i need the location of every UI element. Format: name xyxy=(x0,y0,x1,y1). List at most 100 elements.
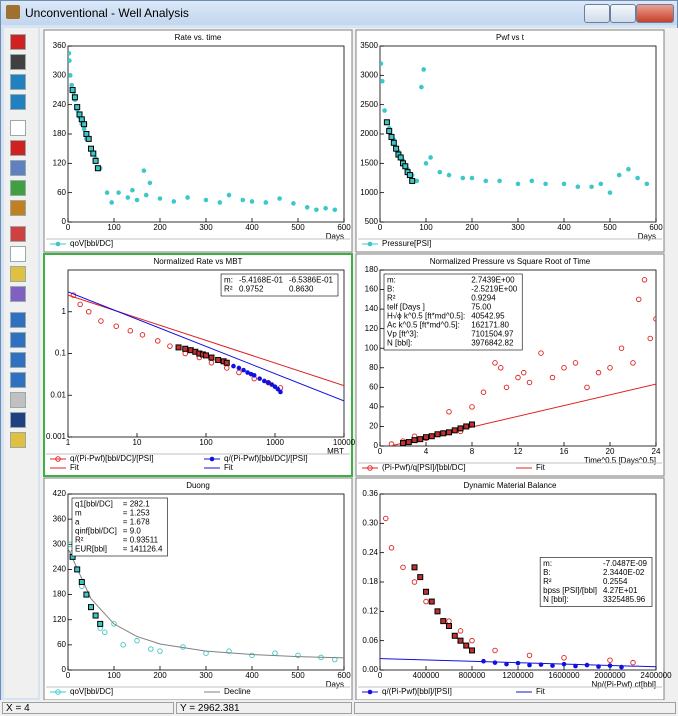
data-point xyxy=(616,172,622,178)
stats-text: N [bbl]: xyxy=(387,339,412,348)
data-point xyxy=(86,309,92,315)
legend-marker xyxy=(55,689,61,695)
y-tick-label: 0 xyxy=(62,217,67,226)
data-point xyxy=(626,166,631,172)
data-point xyxy=(90,150,97,157)
data-point xyxy=(503,384,510,391)
y-tick-label: 2000 xyxy=(360,129,378,138)
data-point xyxy=(463,642,470,649)
data-point xyxy=(411,564,418,571)
toolbar-button[interactable] xyxy=(10,200,26,216)
data-point xyxy=(171,199,177,204)
x-tick-label: 400000 xyxy=(413,671,440,680)
panel-frame xyxy=(43,29,353,253)
data-point xyxy=(143,192,149,198)
toolbar-button[interactable] xyxy=(10,160,26,176)
data-point xyxy=(405,439,412,446)
data-point xyxy=(386,128,393,135)
minimize-button[interactable] xyxy=(584,4,610,23)
stats-text: 0.9752 xyxy=(239,285,264,294)
toolbar-button[interactable] xyxy=(10,432,26,448)
data-point xyxy=(167,343,173,349)
x-axis-label: Days xyxy=(326,232,344,241)
y-tick-label: 0.1 xyxy=(55,349,67,358)
stats-text: 0.2554 xyxy=(603,577,628,586)
stats-text: = 9.0 xyxy=(123,527,142,536)
data-point xyxy=(469,637,475,644)
toolbar-button[interactable] xyxy=(10,140,26,156)
data-point xyxy=(504,661,509,667)
toolbar-button[interactable] xyxy=(10,34,26,50)
y-tick-label: 0.36 xyxy=(362,489,378,498)
data-point xyxy=(529,178,535,184)
y-tick-label: 180 xyxy=(365,265,379,274)
stats-text: m: xyxy=(543,559,552,568)
y-tick-label: 1500 xyxy=(360,158,378,167)
toolbar-button[interactable] xyxy=(10,392,26,408)
toolbar-button[interactable] xyxy=(10,372,26,388)
toolbar-button[interactable] xyxy=(10,286,26,302)
toolbar-button[interactable] xyxy=(10,246,26,262)
x-tick-label: 2400000 xyxy=(640,671,672,680)
y-tick-label: 300 xyxy=(53,539,67,548)
data-point xyxy=(584,384,590,391)
data-point xyxy=(480,389,487,395)
legend-label: Fit xyxy=(70,463,80,472)
data-point xyxy=(561,365,567,371)
toolbar-button[interactable] xyxy=(10,412,26,428)
data-point xyxy=(460,175,466,181)
legend-label: Pressure[PSI] xyxy=(382,239,431,248)
x-tick-label: 4 xyxy=(424,447,429,456)
toolbar xyxy=(4,28,38,698)
data-point xyxy=(241,367,246,373)
toolbar-button[interactable] xyxy=(10,266,26,282)
toolbar-button[interactable] xyxy=(10,226,26,242)
y-tick-label: 60 xyxy=(369,382,378,391)
toolbar-button[interactable] xyxy=(10,54,26,70)
title-bar: Unconventional - Well Analysis xyxy=(1,1,677,25)
x-axis-label: Time^0.5 [Days^0.5] xyxy=(584,456,656,465)
toolbar-button[interactable] xyxy=(10,332,26,348)
x-tick-label: 24 xyxy=(652,447,661,456)
data-point xyxy=(215,356,222,363)
maximize-button[interactable] xyxy=(610,4,636,23)
plot-content xyxy=(380,61,650,195)
x-tick-label: 400 xyxy=(245,223,259,232)
data-point xyxy=(98,318,104,324)
data-point xyxy=(647,335,654,342)
data-point xyxy=(411,579,418,585)
plot-content xyxy=(388,277,656,446)
stats-text: m: xyxy=(387,276,396,285)
y-tick-label: 0.12 xyxy=(362,606,378,615)
fit-line xyxy=(68,548,344,659)
toolbar-button[interactable] xyxy=(10,120,26,136)
toolbar-button[interactable] xyxy=(10,180,26,196)
stats-text: B: xyxy=(543,568,551,577)
stats-box: q1[bbl/DC] = 282.1 m = 1.253 a = 1.678 qinf[bb… xyxy=(71,497,168,557)
data-point xyxy=(263,200,269,205)
data-point xyxy=(245,370,250,375)
toolbar-button[interactable] xyxy=(10,74,26,90)
data-point xyxy=(116,190,121,195)
x-tick-label: 0 xyxy=(66,671,71,680)
data-point xyxy=(88,145,94,152)
stats-text: a xyxy=(75,518,80,527)
data-point xyxy=(113,323,119,329)
y-tick-label: 0.18 xyxy=(362,577,378,586)
stats-text: N [bbl]: xyxy=(543,595,568,604)
close-button[interactable] xyxy=(636,4,674,23)
toolbar-button[interactable] xyxy=(10,94,26,110)
y-tick-label: 240 xyxy=(53,100,67,109)
data-point xyxy=(69,82,74,88)
data-point xyxy=(469,175,475,181)
toolbar-button[interactable] xyxy=(10,312,26,328)
data-point xyxy=(521,369,527,376)
data-point xyxy=(81,126,87,132)
stats-text: R² xyxy=(387,294,396,303)
y-tick-label: 0.06 xyxy=(362,636,378,645)
status-bar: X = 4 Y = 2962.381 xyxy=(0,700,678,716)
data-point xyxy=(423,434,429,441)
toolbar-button[interactable] xyxy=(10,352,26,368)
chart-panel: Duong 0 60 120 180 240 300 360 420 0 100 200 300 400 5… xyxy=(43,477,353,701)
